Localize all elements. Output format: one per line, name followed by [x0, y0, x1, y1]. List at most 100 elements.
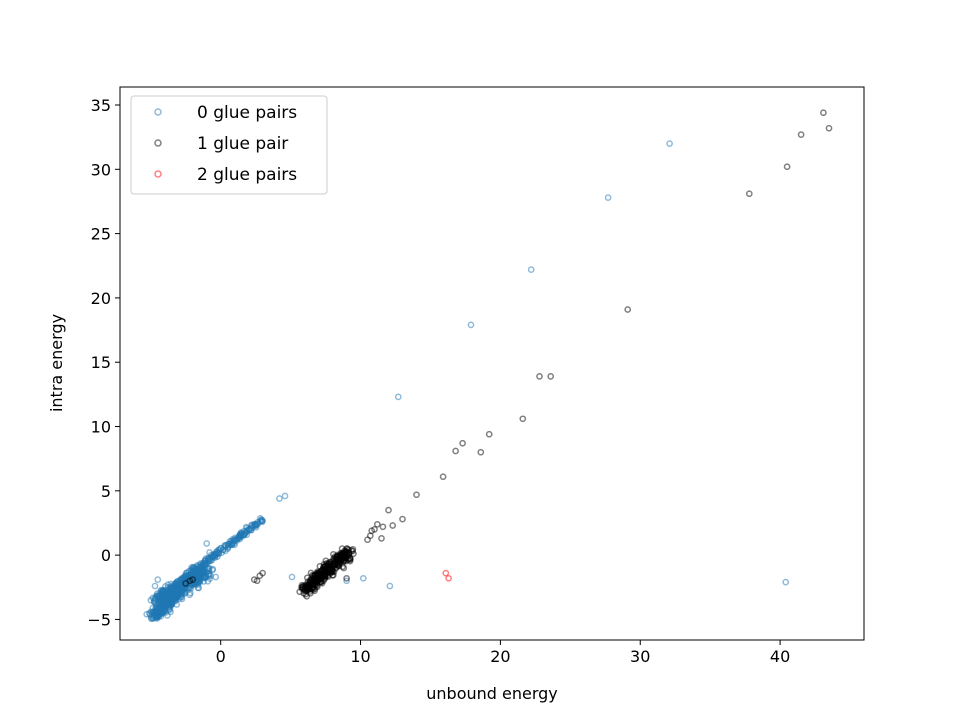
data-point	[223, 541, 230, 549]
legend-items: 0 glue pairs 1 glue pair 2 glue pairs	[154, 103, 297, 185]
data-point	[322, 562, 330, 570]
data-point	[782, 578, 790, 586]
data-point	[215, 546, 223, 554]
data-point	[258, 516, 265, 524]
data-point	[825, 124, 833, 132]
data-point	[309, 571, 316, 579]
data-point	[161, 595, 169, 602]
y-tick-label: 25	[91, 225, 111, 244]
legend-label: 2 glue pairs	[197, 165, 297, 185]
data-point	[399, 515, 406, 523]
data-point	[373, 520, 381, 528]
points-layer	[143, 109, 833, 623]
legend-box	[130, 95, 328, 195]
x-tick-label: 40	[770, 647, 790, 666]
data-point	[224, 545, 232, 553]
data-point	[276, 495, 283, 502]
data-point	[820, 109, 827, 117]
y-tick-label: 35	[91, 96, 111, 115]
x-tick-label: 0	[216, 647, 226, 666]
data-point	[389, 522, 397, 529]
series-0	[143, 140, 790, 623]
data-point	[193, 572, 201, 580]
data-point	[343, 577, 350, 585]
x-axis-label: unbound energy	[426, 684, 558, 703]
y-tick-label: 5	[101, 482, 111, 501]
data-point	[281, 492, 289, 500]
data-point	[206, 549, 213, 556]
data-point	[166, 605, 174, 613]
legend-marker	[154, 108, 162, 116]
data-point	[624, 306, 632, 313]
y-tick-label: 0	[101, 546, 111, 565]
data-point	[169, 595, 176, 602]
data-point	[248, 521, 256, 529]
x-tick-label: 20	[490, 647, 510, 666]
series-1	[182, 109, 833, 600]
y-tick-label: 30	[91, 160, 111, 179]
data-point	[305, 583, 313, 591]
plot-frame	[119, 86, 865, 641]
data-point	[194, 584, 202, 592]
data-point	[467, 321, 475, 329]
legend-marker	[154, 139, 162, 147]
legend-label: 1 glue pair	[197, 134, 288, 154]
data-point	[189, 576, 197, 583]
data-point	[783, 163, 791, 171]
y-tick-label: 20	[91, 289, 111, 308]
data-point	[666, 140, 673, 147]
legend: 0 glue pairs 1 glue pair 2 glue pairs	[130, 95, 328, 195]
y-axis-label: intra energy	[47, 314, 66, 412]
data-point	[196, 578, 204, 586]
data-point	[379, 523, 387, 531]
data-point	[288, 573, 296, 581]
data-point	[151, 582, 159, 590]
data-point	[547, 373, 555, 380]
data-point	[519, 415, 527, 423]
data-point	[345, 546, 352, 554]
data-point	[485, 430, 493, 438]
data-point	[212, 573, 220, 581]
data-point	[333, 552, 341, 560]
x-tick-label: 10	[350, 647, 370, 666]
data-point	[296, 588, 304, 596]
data-point	[240, 531, 248, 539]
data-point	[442, 569, 450, 577]
data-point	[439, 473, 447, 481]
x-ticks: 0 10 20 30 40	[216, 640, 790, 666]
data-point	[378, 535, 385, 542]
data-point	[177, 591, 184, 598]
data-point	[149, 594, 157, 602]
x-tick-label: 30	[630, 647, 650, 666]
data-point	[394, 393, 402, 401]
data-point	[343, 574, 350, 582]
data-point	[316, 562, 324, 570]
data-point	[536, 373, 543, 380]
series-2	[442, 569, 452, 582]
data-point	[181, 590, 189, 597]
data-point	[745, 190, 753, 198]
data-point	[386, 582, 394, 590]
data-point	[477, 448, 485, 456]
data-point	[174, 577, 182, 585]
data-point	[197, 560, 205, 567]
y-ticks: −5 0 5 10 15 20 25 30 35	[87, 96, 120, 629]
data-point	[202, 556, 209, 564]
data-point	[180, 573, 188, 581]
data-point	[445, 574, 452, 582]
data-point	[203, 540, 211, 547]
data-point	[452, 447, 459, 455]
data-point	[167, 608, 174, 616]
data-point	[228, 540, 236, 547]
data-point	[316, 572, 324, 580]
y-tick-label: −5	[87, 610, 111, 629]
legend-marker	[154, 170, 162, 178]
data-point	[604, 194, 612, 201]
data-point	[350, 550, 357, 558]
data-point	[155, 597, 163, 605]
y-tick-label: 10	[91, 418, 111, 437]
data-point	[147, 615, 155, 623]
data-point	[200, 569, 208, 577]
data-point	[189, 565, 197, 572]
